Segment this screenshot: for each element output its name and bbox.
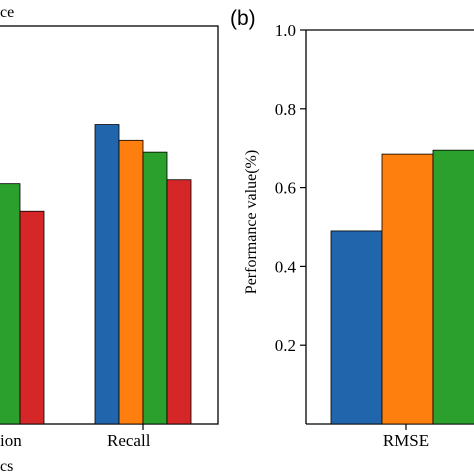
panel-a-bars	[0, 124, 192, 425]
x-tick-label-fragment: ion	[0, 431, 22, 450]
panel-a: ce ion Recall cs	[0, 4, 219, 474]
bar-a-1-1	[118, 139, 144, 425]
bar-b-0-1	[381, 153, 434, 425]
panel-b-y-axis: 1.0 0.8 0.6 0.4 0.2	[275, 21, 306, 355]
bar-a-0-2	[0, 183, 21, 425]
panel-a-title-fragment: ce	[0, 4, 14, 21]
panel-a-xlabel-fragment: cs	[0, 458, 13, 474]
x-tick-label-rmse: RMSE	[383, 431, 429, 450]
y-tick-label: 0.4	[275, 257, 297, 276]
bar-a-1-0	[94, 124, 120, 425]
x-tick-label-recall: Recall	[107, 431, 151, 450]
y-tick-label: 0.8	[275, 100, 296, 119]
bar-a-1-2	[142, 151, 168, 425]
y-tick-label: 1.0	[275, 21, 296, 40]
panel-b-ylabel: Performance value(%)	[243, 150, 260, 294]
panel-a-ticks	[142, 424, 144, 430]
panel-b: (b) Performance value(%) 1.0 0.8 0.6 0.4 0.2…	[230, 7, 474, 450]
bar-a-0-3	[19, 210, 45, 425]
panel-b-label: (b)	[230, 7, 256, 30]
bar-a-1-3	[166, 179, 192, 425]
y-tick-label: 0.6	[275, 179, 296, 198]
bar-b-0-0	[330, 230, 383, 425]
bar-b-0-2	[432, 149, 474, 425]
panel-b-bars	[330, 149, 474, 425]
y-tick-label: 0.2	[275, 336, 296, 355]
